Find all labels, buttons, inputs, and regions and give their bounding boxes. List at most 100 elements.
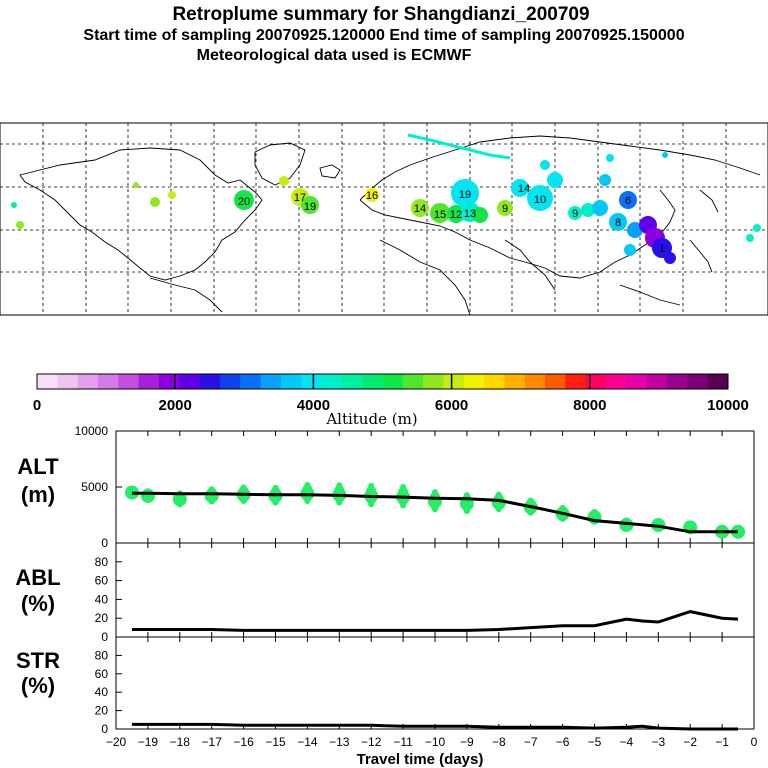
colorbar-cell [260, 374, 282, 389]
colorbar-cell [707, 374, 729, 389]
colorbar-cell [77, 374, 99, 389]
series-line-str [131, 722, 738, 731]
map-day-label: 8 [615, 217, 621, 229]
colorbar-cell [545, 374, 566, 389]
y-tick-label-alt: 10000 [75, 424, 109, 438]
x-tick-label: −8 [492, 735, 506, 749]
alt-cluster-point [128, 485, 135, 492]
x-tick-label: −2 [683, 735, 697, 749]
map-day-label: 13 [464, 208, 476, 220]
y-tick-label-str: 0 [101, 722, 108, 736]
y-tick-label-abl: 0 [101, 630, 108, 644]
colorbar-cell [138, 374, 160, 389]
map-day-label: 15 [434, 209, 446, 221]
x-tick-label: 0 [751, 735, 758, 749]
series-line-alt [131, 491, 738, 534]
x-axis-label: Travel time (days) [357, 751, 484, 768]
alt-cluster-point [302, 484, 313, 495]
colorbar-cell [301, 374, 323, 389]
alt-cluster-point [208, 486, 215, 493]
alt-cluster-point [334, 485, 345, 496]
colorbar-cell [57, 374, 79, 389]
map-day-label: 10 [534, 194, 546, 206]
x-tick-label: −12 [361, 735, 382, 749]
y-tick-label-alt: 0 [101, 536, 108, 550]
x-tick-label: −18 [170, 735, 191, 749]
x-tick-label: −10 [425, 735, 446, 749]
alt-cluster-point [655, 518, 662, 525]
map-day-label: 17 [294, 192, 306, 204]
colorbar-cell [626, 374, 648, 389]
map-coastlines [19, 135, 761, 316]
panel-unit-str: (%) [21, 673, 55, 698]
alt-cluster-point [527, 497, 534, 504]
alt-cluster-point [368, 482, 375, 489]
colorbar-cell [362, 374, 383, 389]
x-tick-label: −5 [588, 735, 602, 749]
y-tick-label-abl: 40 [95, 592, 109, 606]
alt-cluster-point [304, 481, 311, 488]
colorbar-cell [463, 374, 485, 389]
colorbar-tick-label: 4000 [297, 397, 330, 414]
colorbar-label: Altitude (m) [325, 410, 417, 428]
map-day-label: 14 [518, 183, 530, 195]
colorbar-cell [280, 374, 302, 389]
x-tick-label: −1 [715, 735, 729, 749]
alt-cluster-point [336, 482, 343, 489]
colorbar-cell [341, 374, 363, 389]
x-tick-label: −16 [233, 735, 254, 749]
colorbar-cell [118, 374, 140, 389]
colorbar-cell [606, 374, 627, 389]
x-tick-label: −15 [265, 735, 286, 749]
map-day-label: 14 [414, 203, 426, 215]
alt-cluster-point [272, 484, 279, 491]
x-tick-label: −4 [620, 735, 634, 749]
colorbar-cell [585, 374, 607, 389]
colorbar-cell [646, 374, 668, 389]
colorbar-cell [667, 374, 688, 389]
colorbar-cell [97, 374, 119, 389]
series-line-abl [131, 610, 739, 632]
colorbar-tick-label: 6000 [435, 397, 468, 414]
y-tick-label-abl: 20 [95, 611, 109, 625]
met-data-note: Meteorological data used is ECMWF [196, 47, 472, 64]
panel-unit-abl: (%) [21, 591, 55, 616]
y-tick-label-abl: 60 [95, 574, 109, 588]
map-day-label: 1 [659, 243, 665, 255]
colorbar-tick-label: 2000 [159, 397, 192, 414]
panel-unit-alt: (m) [21, 482, 55, 507]
x-tick-label: −3 [651, 735, 665, 749]
colorbar-cell [37, 374, 58, 389]
map-day-label: 16 [366, 190, 378, 202]
x-tick-label: −13 [329, 735, 350, 749]
y-tick-label-str: 60 [95, 667, 109, 681]
x-tick-label: −7 [524, 735, 538, 749]
map-day-label: 9 [502, 203, 508, 215]
y-tick-label-str: 80 [95, 648, 109, 662]
alt-cluster-point [366, 485, 377, 496]
map-day-label: 20 [238, 196, 250, 208]
colorbar-cell [423, 374, 444, 389]
colorbar-cell [524, 374, 546, 389]
x-tick-label: −6 [556, 735, 570, 749]
y-tick-label-str: 20 [95, 704, 109, 718]
map-day-label: 9 [572, 208, 578, 220]
map-day-labels: 20 19 17 16 15 14 13 12 10 9 19 9 8 6 1 … [238, 183, 665, 255]
x-tick-label: −9 [460, 735, 474, 749]
colorbar-tick-label: 8000 [573, 397, 606, 414]
map-day-label: 19 [459, 189, 471, 201]
y-tick-label-alt: 5000 [81, 480, 108, 494]
alt-cluster-point [432, 489, 438, 496]
chart-title: Retroplume summary for Shangdianzi_20070… [172, 4, 590, 25]
y-tick-label-str: 40 [95, 685, 109, 699]
colorbar-cell [240, 374, 262, 389]
colorbar-cell [199, 374, 221, 389]
colorbar-tick-label: 10000 [707, 397, 749, 414]
x-tick-label: −20 [106, 735, 127, 749]
alt-cluster-point [591, 508, 598, 515]
panel-name-abl: ABL [15, 565, 60, 590]
panel-name-str: STR [16, 648, 60, 673]
colorbar-cell [402, 374, 424, 389]
